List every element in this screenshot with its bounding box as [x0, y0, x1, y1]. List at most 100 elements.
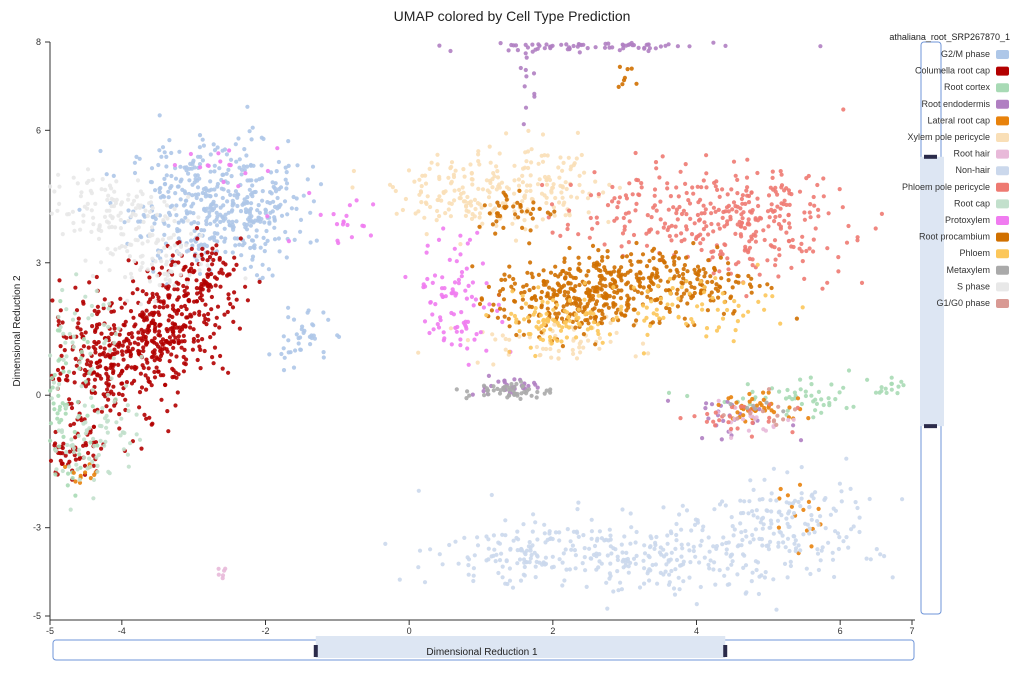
data-point — [651, 311, 656, 316]
data-point — [491, 384, 496, 389]
data-point — [184, 357, 189, 362]
data-point — [216, 572, 221, 577]
data-point — [683, 162, 688, 167]
data-point — [855, 238, 860, 243]
data-point — [551, 182, 556, 187]
data-point — [732, 309, 737, 314]
data-point — [98, 345, 103, 350]
data-point — [791, 417, 796, 422]
data-point — [711, 567, 716, 572]
legend-swatch[interactable] — [996, 282, 1009, 292]
data-point — [515, 393, 520, 398]
data-point — [230, 250, 235, 255]
data-point — [596, 565, 601, 570]
data-point — [796, 499, 801, 505]
legend-swatch[interactable] — [996, 265, 1009, 275]
data-point — [150, 294, 155, 299]
data-point — [725, 307, 730, 313]
y-range-slider-bottom-handle[interactable] — [924, 424, 937, 429]
data-point — [509, 311, 514, 316]
x-range-slider-selection[interactable] — [315, 636, 726, 658]
data-point — [534, 344, 540, 350]
data-point — [495, 386, 500, 391]
data-point — [595, 536, 600, 541]
legend-swatch[interactable] — [996, 149, 1009, 159]
legend-swatch[interactable] — [996, 166, 1009, 176]
data-point — [657, 320, 662, 325]
data-point — [809, 493, 814, 498]
data-point — [766, 419, 771, 424]
data-point — [250, 238, 256, 243]
x-range-slider[interactable]: Dimensional Reduction 1 — [52, 636, 915, 661]
data-point — [442, 286, 447, 291]
data-point — [228, 301, 233, 307]
y-range-slider[interactable] — [920, 41, 944, 615]
data-point — [491, 388, 496, 393]
data-point — [138, 203, 144, 208]
legend-swatch[interactable] — [996, 249, 1009, 259]
data-point — [761, 390, 766, 395]
data-point — [809, 517, 814, 522]
data-point — [90, 177, 95, 182]
data-point — [203, 194, 208, 199]
legend-swatch[interactable] — [996, 66, 1009, 76]
data-point — [48, 438, 53, 443]
legend-swatch[interactable] — [996, 299, 1009, 308]
data-point — [836, 269, 841, 274]
x-range-slider-right-handle[interactable] — [723, 645, 728, 657]
legend-swatch[interactable] — [996, 99, 1009, 109]
data-point — [101, 306, 106, 311]
data-point — [307, 334, 312, 339]
data-point — [526, 544, 532, 549]
data-point — [616, 84, 621, 89]
data-point — [646, 351, 651, 356]
legend-swatch[interactable] — [996, 50, 1009, 59]
data-point — [570, 347, 575, 353]
data-point — [685, 269, 690, 274]
data-point — [809, 382, 814, 387]
data-point — [778, 321, 783, 326]
legend-swatch[interactable] — [996, 133, 1009, 142]
data-point — [787, 202, 792, 207]
legend-swatch[interactable] — [996, 83, 1009, 93]
x-range-slider-left-handle[interactable] — [313, 645, 318, 657]
data-point — [208, 335, 213, 340]
data-point — [611, 269, 617, 274]
data-point — [696, 269, 702, 274]
data-point — [758, 216, 764, 221]
data-point — [633, 540, 638, 545]
series-phloem-pole-pericycle — [540, 107, 885, 439]
data-point — [200, 337, 205, 342]
data-point — [55, 367, 61, 373]
data-point — [674, 211, 679, 216]
data-point — [70, 442, 75, 448]
data-point — [196, 246, 201, 251]
data-point — [744, 590, 749, 595]
data-point — [545, 210, 551, 215]
data-point — [586, 321, 591, 326]
data-point — [786, 417, 791, 423]
data-point — [477, 211, 483, 216]
data-point — [676, 256, 682, 261]
data-point — [248, 264, 253, 269]
data-point — [293, 348, 298, 353]
data-point — [298, 347, 303, 352]
data-point — [540, 132, 546, 137]
data-point — [599, 536, 605, 541]
data-point — [723, 503, 728, 508]
data-point — [164, 154, 169, 159]
y-range-slider-top-handle[interactable] — [924, 154, 937, 159]
data-point — [93, 201, 98, 206]
data-point — [158, 353, 163, 359]
data-point — [242, 266, 247, 271]
data-point — [593, 342, 598, 347]
y-range-slider-selection[interactable] — [920, 156, 944, 427]
data-point — [770, 169, 775, 174]
legend-swatch[interactable] — [996, 116, 1009, 126]
data-point — [155, 237, 160, 242]
legend-swatch[interactable] — [996, 182, 1009, 192]
data-point — [255, 208, 260, 213]
legend-swatch[interactable] — [996, 232, 1009, 242]
legend-swatch[interactable] — [996, 199, 1009, 209]
legend-swatch[interactable] — [996, 216, 1009, 225]
